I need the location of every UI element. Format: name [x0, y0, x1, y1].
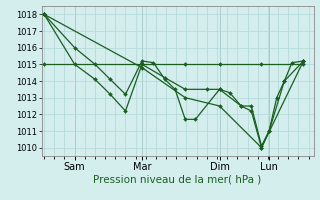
X-axis label: Pression niveau de la mer( hPa ): Pression niveau de la mer( hPa )	[93, 174, 262, 184]
